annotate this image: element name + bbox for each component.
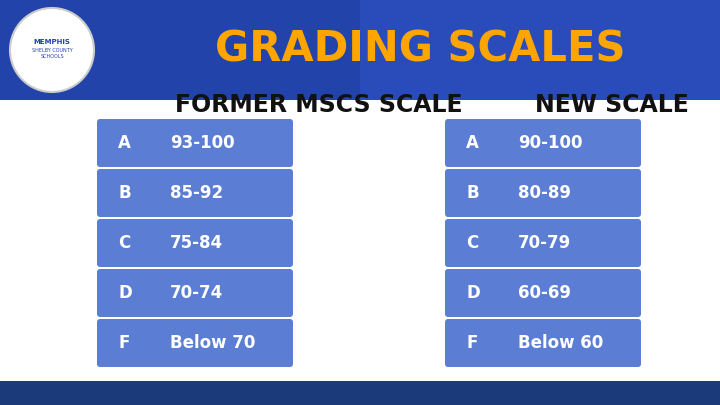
Ellipse shape [10,8,94,92]
Text: F: F [466,334,477,352]
Text: SCHOOLS: SCHOOLS [40,55,64,60]
FancyBboxPatch shape [97,169,293,217]
Text: Below 60: Below 60 [518,334,603,352]
FancyBboxPatch shape [445,169,641,217]
Text: F: F [118,334,130,352]
Bar [0,0,720,100]
Text: SHELBY COUNTY: SHELBY COUNTY [32,47,73,53]
Text: C: C [466,234,478,252]
Text: Below 70: Below 70 [170,334,256,352]
Text: MEMPHIS: MEMPHIS [34,39,71,45]
Text: C: C [118,234,130,252]
Text: B: B [466,184,479,202]
Text: 60-69: 60-69 [518,284,571,302]
Text: 93-100: 93-100 [170,134,235,152]
Text: 70-74: 70-74 [170,284,223,302]
Text: GRADING SCALES: GRADING SCALES [215,29,625,71]
Text: 70-79: 70-79 [518,234,571,252]
Text: A: A [466,134,479,152]
FancyBboxPatch shape [445,319,641,367]
Text: 90-100: 90-100 [518,134,582,152]
Text: 80-89: 80-89 [518,184,571,202]
Bar [0,381,720,405]
Text: A: A [118,134,131,152]
Bar [360,0,720,100]
Text: FORMER MSCS SCALE: FORMER MSCS SCALE [175,93,463,117]
FancyBboxPatch shape [97,269,293,317]
FancyBboxPatch shape [97,319,293,367]
FancyBboxPatch shape [97,219,293,267]
Text: 75-84: 75-84 [170,234,223,252]
Text: B: B [118,184,130,202]
Text: NEW SCALE: NEW SCALE [535,93,689,117]
FancyBboxPatch shape [97,119,293,167]
Text: D: D [466,284,480,302]
FancyBboxPatch shape [445,119,641,167]
Text: 85-92: 85-92 [170,184,223,202]
Text: D: D [118,284,132,302]
FancyBboxPatch shape [445,269,641,317]
FancyBboxPatch shape [445,219,641,267]
